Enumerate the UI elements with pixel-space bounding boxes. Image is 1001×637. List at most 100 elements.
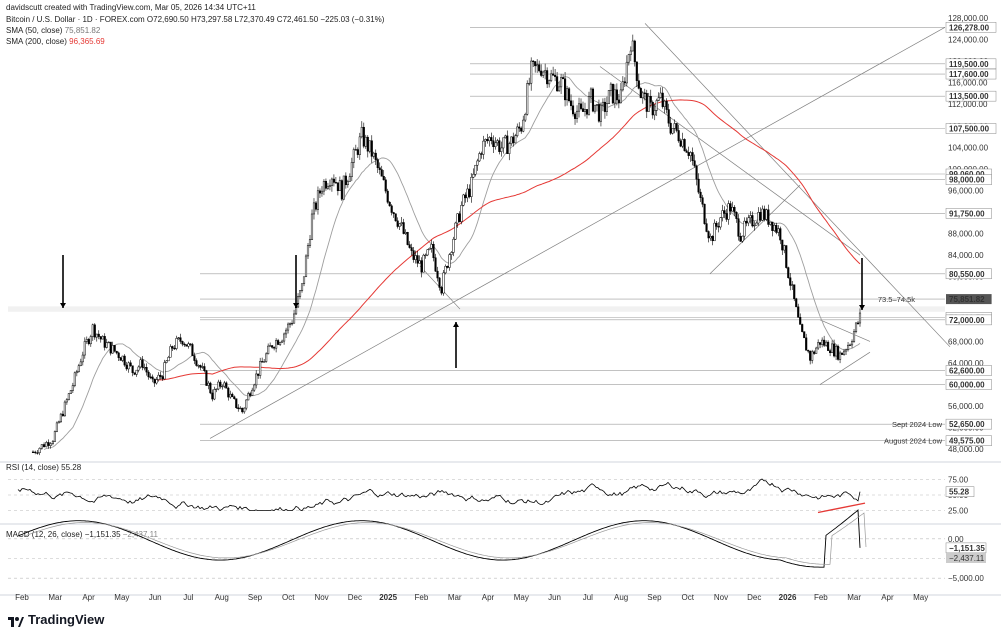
- candle-body: [552, 73, 555, 76]
- candle-body: [420, 260, 423, 273]
- candle-body: [342, 175, 345, 200]
- sma200-line: [154, 99, 861, 381]
- candle-body: [87, 339, 90, 345]
- price-tick-label: 104,000.00: [948, 143, 989, 152]
- candle-body: [697, 178, 700, 193]
- candle-body: [729, 203, 732, 212]
- candle-body: [496, 140, 499, 144]
- price-level-label: 72,000.00: [949, 316, 985, 325]
- candle-body: [850, 341, 854, 346]
- candle-body: [350, 162, 353, 177]
- candle-body: [207, 382, 210, 386]
- candle-body: [671, 128, 674, 134]
- tradingview-logo[interactable]: TradingView: [8, 612, 104, 627]
- candle-body: [38, 447, 41, 453]
- sma50-legend[interactable]: SMA (50, close) 75,851.82: [6, 26, 100, 36]
- candle-body: [402, 222, 405, 234]
- candle-body: [241, 407, 244, 413]
- candle-body: [436, 270, 439, 279]
- candle-body: [105, 342, 108, 348]
- candle-body: [281, 340, 284, 343]
- candle-body: [326, 185, 329, 189]
- price-axis[interactable]: 48,000.0052,000.0056,000.0060,000.0064,0…: [945, 14, 997, 454]
- candle-body: [717, 226, 720, 228]
- candle-body: [440, 287, 443, 294]
- gridlines: [0, 461, 1001, 596]
- candle-body: [829, 350, 832, 353]
- candle-body: [434, 257, 437, 272]
- candle-body: [199, 365, 202, 368]
- moving-averages: [43, 76, 861, 450]
- candle-body: [490, 137, 493, 141]
- candle-body: [227, 387, 230, 398]
- macd-pane[interactable]: 0.00−2,500.00−5,000.00−1,151.35−2,437.11: [8, 509, 987, 583]
- candle-body: [36, 452, 39, 454]
- candle-body: [643, 92, 646, 94]
- candle-body: [759, 212, 762, 221]
- candle-body: [217, 381, 220, 390]
- candle-body: [464, 194, 467, 199]
- candle-body: [585, 109, 589, 115]
- candle-body: [755, 222, 758, 226]
- candle-body: [617, 99, 620, 104]
- trendline: [209, 26, 946, 439]
- candle-body: [571, 105, 575, 115]
- arrow-head: [859, 305, 865, 310]
- candle-body: [406, 232, 409, 245]
- candle-body: [430, 243, 433, 249]
- candle-body: [653, 110, 656, 116]
- candle-body: [831, 343, 834, 353]
- candle-body: [239, 407, 242, 410]
- candle-body: [791, 284, 794, 286]
- candle-body: [839, 352, 842, 360]
- candle-body: [450, 252, 453, 255]
- candle-body: [135, 369, 138, 375]
- price-level-label: 52,650.00: [949, 420, 985, 429]
- candle-body: [657, 97, 660, 101]
- candle-body: [709, 236, 712, 239]
- time-tick-label: Aug: [614, 593, 628, 602]
- candle-body: [647, 96, 650, 112]
- candle-body: [394, 213, 397, 222]
- candle-body: [129, 362, 132, 367]
- candle-body: [783, 245, 786, 251]
- time-tick-label: May: [514, 593, 529, 602]
- candle-body: [661, 92, 664, 107]
- candle-body: [524, 113, 527, 121]
- rsi-tick-label: 25.00: [948, 507, 969, 516]
- tradingview-logo-text: TradingView: [28, 612, 105, 627]
- candle-body: [693, 160, 696, 167]
- candle-body: [117, 352, 120, 358]
- candle-body: [665, 100, 668, 110]
- candle-body: [623, 81, 626, 84]
- tradingview-logo-icon: [8, 614, 24, 627]
- sma200-legend[interactable]: SMA (200, close) 96,365.69: [6, 37, 105, 47]
- symbol-legend[interactable]: Bitcoin / U.S. Dollar · 1D · FOREX.com O…: [6, 15, 385, 24]
- candle-body: [283, 333, 286, 342]
- candle-body: [619, 89, 622, 104]
- candle-body: [203, 366, 206, 371]
- candle-body: [263, 361, 266, 363]
- time-tick-label: Oct: [681, 593, 694, 602]
- sma200-legend-label: SMA (200, close): [6, 37, 67, 46]
- time-axis[interactable]: Feb Mar Apr May Jun Jul Aug Sep Oct Nov Dec 2025 Feb…: [15, 593, 928, 602]
- candle-body: [659, 92, 662, 98]
- rsi-legend[interactable]: RSI (14, close) 55.28: [6, 463, 81, 473]
- candle-body: [73, 372, 76, 386]
- time-tick-label: Mar: [847, 593, 861, 602]
- candle-body: [583, 109, 587, 112]
- candle-body: [257, 373, 260, 376]
- candle-body: [177, 337, 180, 339]
- candle-body: [466, 188, 469, 199]
- candle-body: [83, 341, 86, 356]
- candle-body: [556, 76, 559, 92]
- candle-body: [287, 323, 290, 331]
- candle-body: [243, 407, 246, 413]
- candle-body: [298, 290, 302, 297]
- candle-body: [127, 362, 130, 370]
- rsi-trendline: [817, 502, 866, 514]
- candle-body: [285, 329, 288, 335]
- candle-body: [139, 359, 142, 368]
